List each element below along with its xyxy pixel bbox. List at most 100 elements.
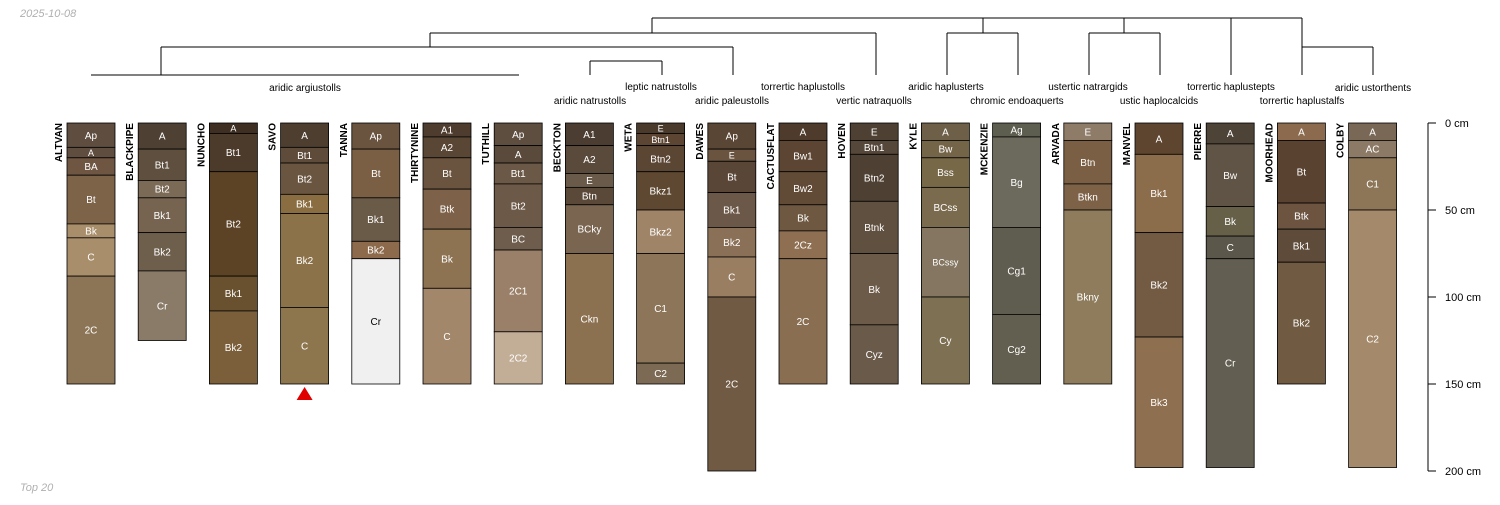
profile: A Bt Btk Bk1 Bk2 MOORHEAD [1264,122,1326,385]
horizon-label: A [800,127,807,138]
profile: A1 A2 Bt Btk Bk C THIRTYNINE [410,122,472,385]
horizon-label: Ap [370,132,383,143]
horizon-label: 2C [725,380,738,391]
horizon-label: Btnk [864,223,885,234]
horizon-label: A1 [441,126,454,137]
horizon [636,209,685,254]
horizon-label: E [729,150,735,160]
horizon-label: Bt2 [155,185,170,196]
horizon [208,275,258,312]
group-label: vertic natraquolls [836,96,912,107]
horizon-label: Ap [726,132,739,143]
horizon-label: Bg [1010,178,1022,189]
profile-name: WETA [624,123,635,152]
group-label: aridic paleustolls [695,96,769,107]
depth-axis: 0 cm 50 cm 100 cm 150 cm 200 cm [1427,118,1481,478]
horizon-label: Bk1 [154,211,172,222]
profile: E Btn1 Btn2 Bkz1 Bkz2 C1 C2 WETA [624,122,685,385]
horizon-label: Bk2 [1150,280,1168,291]
group-label: torrertic haplustalfs [1260,96,1344,107]
horizon-label: Cr [371,317,382,328]
horizon-label: Bk [85,226,98,237]
profile: E Btn1 Btn2 Btnk Bk Cyz HOVEN [837,122,899,385]
horizon [778,230,828,260]
profile-name: MOORHEAD [1264,123,1275,182]
horizon-label: Btn [1080,158,1095,169]
horizon [137,122,187,150]
horizon-label: C2 [1366,334,1379,345]
horizon-label: AC [1366,145,1380,156]
group-label: aridic ustorthents [1335,83,1411,94]
group-labels: aridic argiustolls aridic natrustolls lept… [269,82,1411,107]
horizon-label: Bk [441,254,454,265]
horizon-label: E [658,123,664,133]
horizon [707,256,757,298]
profile: Ap A Bt1 Bt2 BC 2C1 2C2 TUTHILL [481,122,543,385]
horizon-label: BCss [933,203,957,214]
horizon-label: A [1369,127,1376,138]
horizon-label: A1 [583,130,596,141]
profile: A Bt1 Bt2 Bk1 Bk2 C SAVO [268,122,330,400]
horizon-label: Bk2 [296,256,314,267]
depth-tick-label: 150 cm [1445,379,1481,391]
horizon [1205,206,1255,237]
horizon-label: BC [511,234,525,245]
horizon-label: Bk2 [723,238,741,249]
date-label: 2025-10-08 [20,8,77,20]
horizon [849,324,899,385]
profile-name: MANVEL [1122,123,1133,165]
horizon [1277,228,1326,263]
horizon-label: Cr [157,301,168,312]
profile-name: THIRTYNINE [410,123,421,183]
horizon [849,200,899,254]
horizon-label: 2C2 [509,354,528,365]
horizon [137,197,187,234]
profile: A Bt1 Bt2 Bk1 Bk2 NUNCHO [196,122,258,385]
profile-name: COLBY [1336,123,1347,158]
profile-name: TANNA [339,123,350,157]
horizon-label: BCssy [932,257,959,267]
horizon-label: Bt1 [155,160,170,171]
profile: Ap A BA Bt Bk C 2C ALTVAN [54,122,116,385]
horizon-label: Ag [1010,126,1022,137]
horizon [66,237,116,277]
profile: E Btn Btkn Bkny ARVADA [1051,122,1113,385]
profile: Ap Bt Bk1 Bk2 Cr TANNA [339,122,401,385]
horizon-label: Bk2 [154,247,172,258]
profile: A1 A2 E Btn BCky Ckn BECKTON [552,122,614,385]
horizon-label: Bw [1223,171,1238,182]
horizon [921,226,970,298]
horizon [636,362,685,385]
horizon-label: BCky [577,225,601,236]
horizon-label: Bk1 [723,206,741,217]
horizon-label: Btn2 [650,154,671,165]
horizon [208,133,258,173]
horizon-label: A2 [441,143,454,154]
horizon-label: Bk [1224,217,1237,228]
horizon-label: Cyz [866,350,883,361]
group-label: torrertic haplustepts [1187,82,1275,93]
profile-name: BECKTON [552,123,563,172]
marker-triangle-icon [296,387,313,400]
profile-name: SAVO [268,123,279,151]
horizon-label: A [88,148,94,158]
horizon-label: Bkz1 [649,186,672,197]
depth-tick-label: 0 cm [1445,118,1469,130]
profile: Ag Bg Cg1 Cg2 MCKENZIE [980,122,1041,385]
horizon [137,270,187,341]
horizon [1277,139,1326,204]
horizon-label: A [301,131,308,142]
horizon-label: E [871,127,878,138]
horizon-label: Bk1 [1150,189,1168,200]
horizon [280,162,330,195]
horizon-label: E [586,176,593,187]
horizon [565,253,614,385]
horizon [636,145,685,173]
horizon-label: A [230,123,236,133]
horizon [1134,232,1184,338]
horizon [921,186,970,228]
horizon [849,253,899,326]
horizon [636,171,685,211]
profile: A AC C1 C2 COLBY [1336,122,1397,468]
group-label: aridic argiustolls [269,83,341,94]
